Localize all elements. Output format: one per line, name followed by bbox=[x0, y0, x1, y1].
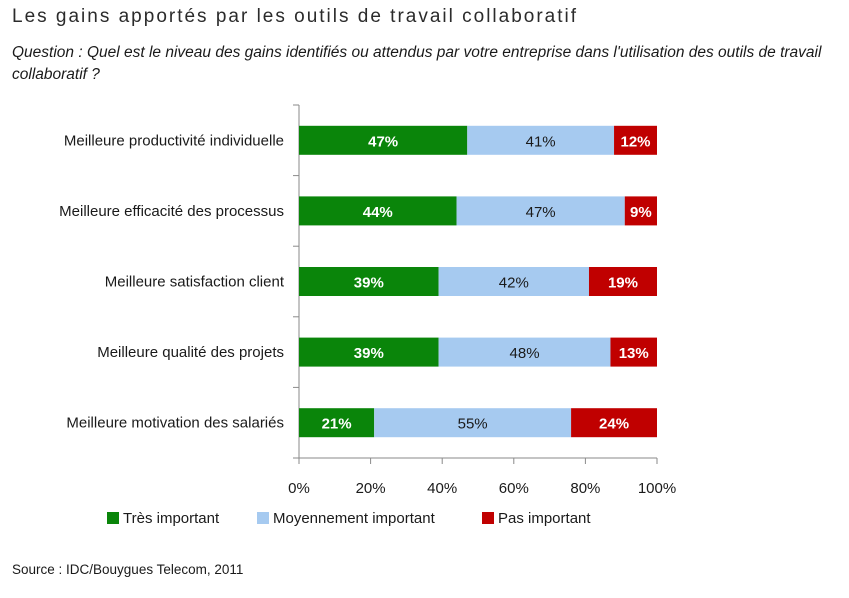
data-label: 21% bbox=[322, 416, 352, 433]
data-label: 24% bbox=[599, 416, 629, 433]
bar-segment bbox=[614, 125, 657, 155]
data-label: 44% bbox=[363, 204, 393, 221]
bar-segment bbox=[299, 408, 375, 438]
bar-segment bbox=[438, 267, 589, 296]
category-label: Meilleure satisfaction client bbox=[105, 274, 285, 291]
category-label: Meilleure qualité des projets bbox=[97, 344, 284, 361]
data-label: 48% bbox=[510, 345, 540, 362]
legend-swatch bbox=[482, 512, 494, 524]
bar-segment bbox=[588, 267, 657, 296]
data-label: 47% bbox=[368, 133, 398, 150]
bar-segment bbox=[571, 408, 657, 438]
bar-segment bbox=[610, 337, 657, 367]
x-tick-label: 60% bbox=[499, 480, 529, 497]
bar-segment bbox=[299, 337, 439, 367]
bar-segment bbox=[299, 196, 457, 226]
bar-segment bbox=[624, 196, 657, 226]
bar-segment bbox=[438, 337, 611, 367]
category-label: Meilleure motivation des salariés bbox=[66, 415, 284, 432]
legend-label: Très important bbox=[123, 510, 220, 527]
chart-title: Les gains apportés par les outils de tra… bbox=[12, 6, 579, 27]
bar-segment bbox=[374, 408, 572, 438]
source-note: Source : IDC/Bouygues Telecom, 2011 bbox=[12, 562, 244, 577]
category-label: Meilleure efficacité des processus bbox=[59, 203, 284, 220]
bar-segment bbox=[299, 125, 468, 155]
legend-swatch bbox=[257, 512, 269, 524]
legend-swatch bbox=[107, 512, 119, 524]
x-tick-label: 40% bbox=[427, 480, 457, 497]
bar-segment bbox=[467, 125, 615, 155]
data-label: 19% bbox=[608, 275, 638, 292]
data-label: 55% bbox=[458, 416, 488, 433]
data-label: 47% bbox=[526, 204, 556, 221]
bar-segment bbox=[456, 196, 625, 226]
data-label: 41% bbox=[526, 133, 556, 150]
legend-label: Pas important bbox=[498, 510, 591, 527]
data-label: 13% bbox=[619, 345, 649, 362]
x-tick-label: 20% bbox=[356, 480, 386, 497]
category-label: Meilleure productivité individuelle bbox=[64, 132, 284, 149]
data-label: 9% bbox=[630, 204, 652, 221]
data-label: 39% bbox=[354, 275, 384, 292]
legend-label: Moyennement important bbox=[273, 510, 436, 527]
chart-question: Question : Quel est le niveau des gains … bbox=[12, 44, 822, 83]
data-label: 42% bbox=[499, 275, 529, 292]
x-tick-label: 0% bbox=[288, 480, 310, 497]
x-tick-label: 80% bbox=[570, 480, 600, 497]
x-tick-label: 100% bbox=[638, 480, 676, 497]
data-label: 39% bbox=[354, 345, 384, 362]
data-label: 12% bbox=[621, 133, 651, 150]
bar-segment bbox=[299, 267, 439, 296]
